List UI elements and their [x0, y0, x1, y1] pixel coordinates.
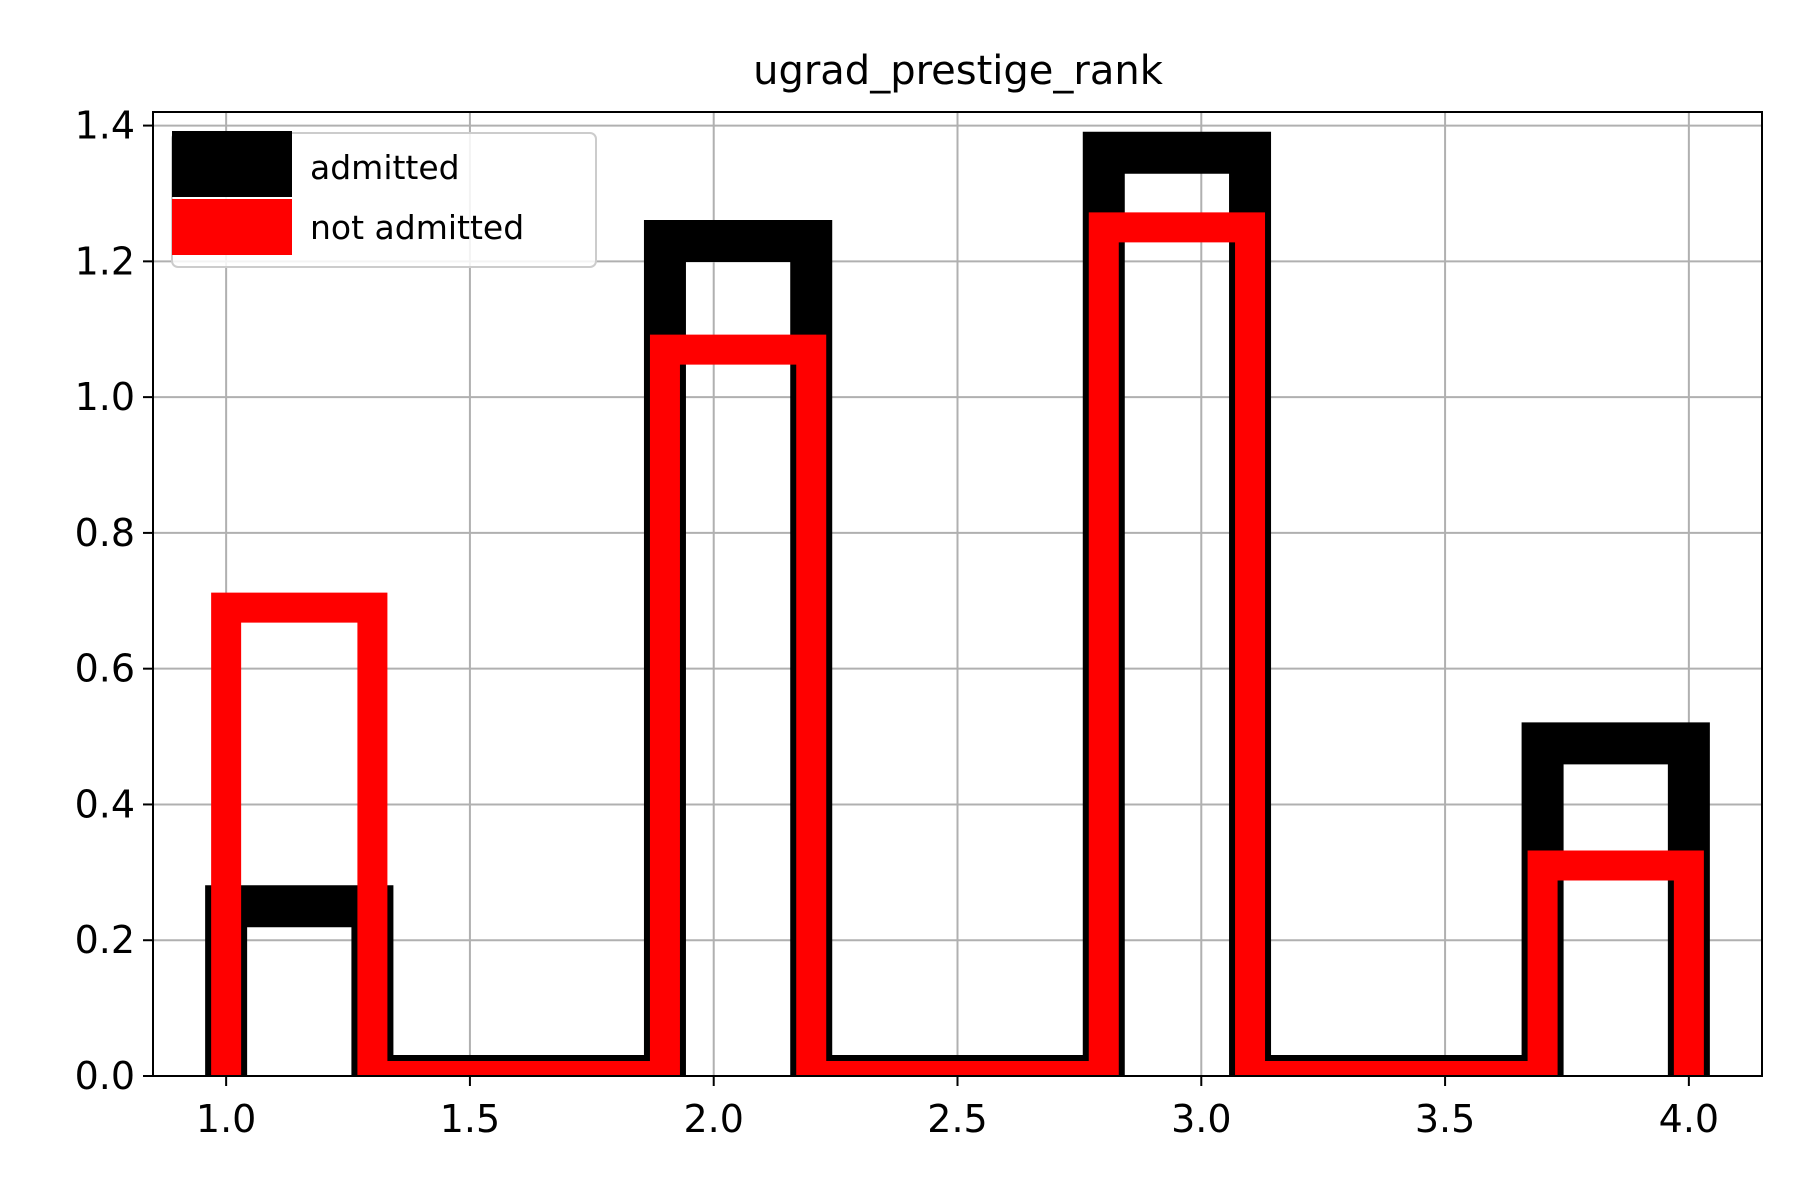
x-tick-label: 2.5: [927, 1097, 987, 1141]
legend: admitted not admitted: [171, 131, 597, 268]
y-tick-label: 1.0: [75, 375, 135, 419]
y-tick-label: 0.6: [75, 647, 135, 691]
admitted-legend-swatch: [172, 131, 292, 197]
y-tick-label: 0.8: [75, 511, 135, 555]
x-axis-ticks: 1.0 1.5 2.0 2.5 3.0 3.5 4.0: [196, 1076, 1719, 1141]
y-tick-label: 0.2: [75, 918, 135, 962]
not-admitted-legend-label: not admitted: [310, 208, 524, 247]
y-tick-label: 1.4: [75, 104, 135, 148]
x-tick-label: 1.0: [196, 1097, 256, 1141]
x-tick-label: 2.0: [683, 1097, 743, 1141]
y-tick-label: 0.4: [75, 782, 135, 826]
y-tick-label: 1.2: [75, 239, 135, 283]
x-tick-label: 3.5: [1415, 1097, 1475, 1141]
y-axis-ticks: 0.0 0.2 0.4 0.6 0.8 1.0 1.2 1.4: [75, 104, 153, 1098]
x-tick-label: 3.0: [1171, 1097, 1231, 1141]
y-tick-label: 0.0: [75, 1054, 135, 1098]
not-admitted-legend-swatch: [172, 199, 292, 255]
admitted-legend-label: admitted: [310, 148, 460, 187]
x-tick-label: 1.5: [440, 1097, 500, 1141]
x-tick-label: 4.0: [1659, 1097, 1719, 1141]
chart-title: ugrad_prestige_rank: [753, 48, 1164, 94]
